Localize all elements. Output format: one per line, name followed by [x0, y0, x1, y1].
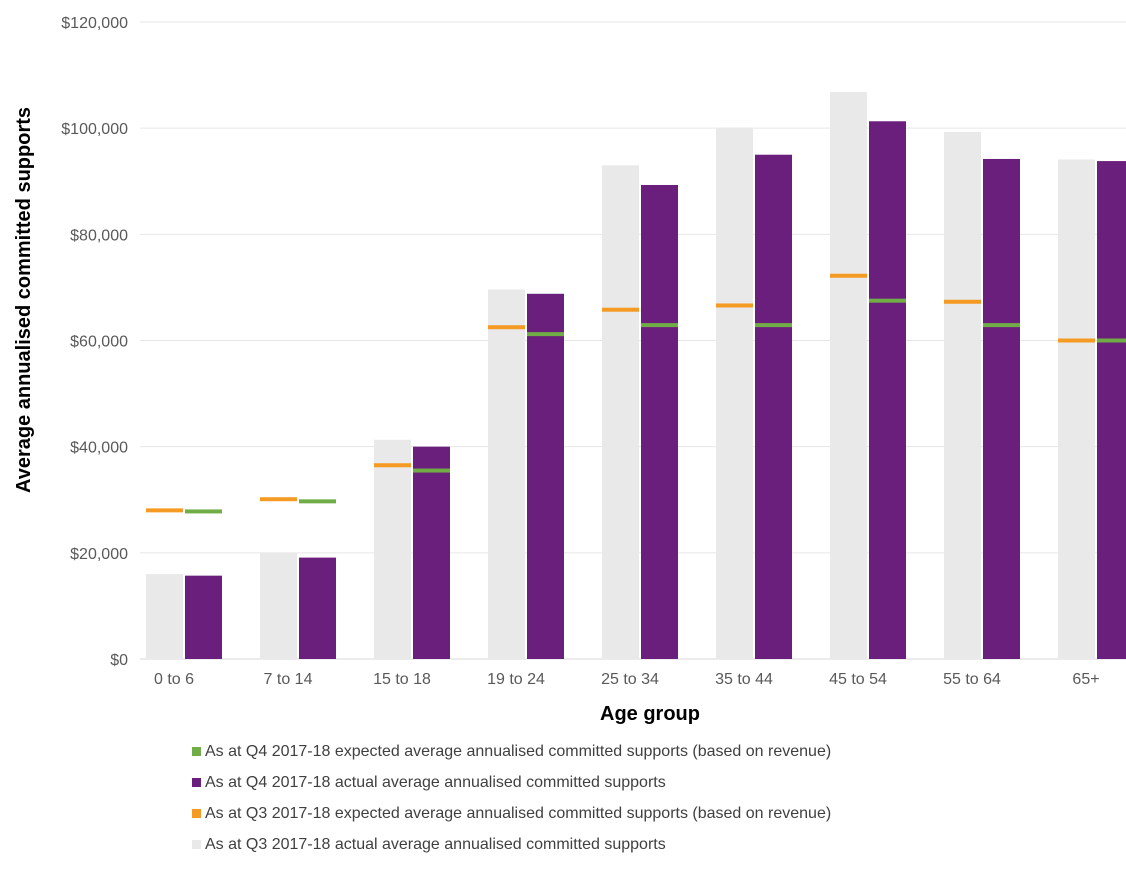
bar-q3-actual: [146, 574, 183, 659]
y-tick-label: $80,000: [70, 227, 128, 244]
marker-q4-expected: [413, 468, 450, 473]
legend-swatch-q4-expected: [192, 747, 201, 756]
expected-markers: [146, 273, 1126, 514]
legend-item-q4-expected: As at Q4 2017-18 expected average annual…: [192, 736, 1092, 767]
marker-q4-expected: [299, 499, 336, 504]
marker-q3-expected: [716, 303, 753, 308]
x-axis-ticks: 0 to 6 7 to 14 15 to 18 19 to 24 25 to 34 35 …: [154, 671, 1100, 688]
legend-item-q4-actual: As at Q4 2017-18 actual average annualis…: [192, 767, 1092, 798]
legend-swatch-q3-expected: [192, 809, 201, 818]
bar-q4-actual: [527, 293, 564, 659]
marker-q3-expected: [602, 307, 639, 312]
x-tick-label: 55 to 64: [943, 671, 1001, 688]
x-tick-label: 0 to 6: [154, 671, 194, 688]
bar-q4-actual: [185, 575, 222, 659]
legend-label-q3-expected: As at Q3 2017-18 expected average annual…: [205, 804, 832, 822]
bar-q3-actual: [830, 92, 867, 659]
legend: As at Q4 2017-18 expected average annual…: [192, 736, 1092, 860]
marker-q3-expected: [374, 463, 411, 468]
legend-label-q4-expected: As at Q4 2017-18 expected average annual…: [205, 742, 832, 760]
marker-q4-expected: [185, 509, 222, 514]
y-tick-label: $120,000: [61, 15, 128, 32]
y-tick-label: $60,000: [70, 334, 128, 351]
y-tick-label: $0: [110, 652, 128, 669]
x-tick-label: 25 to 34: [601, 671, 659, 688]
legend-swatch-q3-actual: [192, 840, 201, 849]
marker-q3-expected: [260, 497, 297, 502]
bar-q4-actual: [869, 121, 906, 660]
marker-q4-expected: [1097, 338, 1126, 343]
x-tick-label: 7 to 14: [264, 671, 313, 688]
y-axis-title: Average annualised committed supports: [13, 107, 35, 493]
bar-q4-actual: [641, 184, 678, 660]
y-tick-label: $100,000: [61, 121, 128, 138]
marker-q3-expected: [830, 273, 867, 278]
bar-q3-actual: [602, 165, 639, 659]
marker-q3-expected: [944, 299, 981, 304]
x-tick-label: 65+: [1072, 671, 1099, 688]
x-axis-title: Age group: [600, 703, 700, 725]
bar-q4-actual: [413, 446, 450, 659]
marker-q3-expected: [1058, 338, 1095, 343]
y-tick-label: $20,000: [70, 546, 128, 563]
bar-q3-actual: [1058, 159, 1095, 659]
marker-q4-expected: [869, 298, 906, 303]
bar-q3-actual: [374, 439, 411, 659]
legend-label-q3-actual: As at Q3 2017-18 actual average annualis…: [205, 835, 666, 853]
bar-q4-actual: [755, 154, 792, 660]
bars: [146, 92, 1126, 660]
marker-q3-expected: [146, 508, 183, 513]
x-tick-label: 15 to 18: [373, 671, 431, 688]
marker-q4-expected: [755, 323, 792, 328]
x-tick-label: 35 to 44: [715, 671, 773, 688]
x-tick-label: 45 to 54: [829, 671, 887, 688]
marker-q4-expected: [641, 323, 678, 328]
bar-q3-actual: [716, 127, 753, 659]
legend-label-q4-actual: As at Q4 2017-18 actual average annualis…: [205, 773, 666, 791]
bar-q3-actual: [260, 552, 297, 659]
bar-q4-actual: [299, 557, 336, 659]
bar-q3-actual: [944, 131, 981, 659]
y-axis-ticks: $0 $20,000 $40,000 $60,000 $80,000 $100,000 $1…: [61, 15, 128, 669]
marker-q3-expected: [488, 325, 525, 330]
bar-q4-actual: [983, 158, 1020, 659]
legend-item-q3-actual: As at Q3 2017-18 actual average annualis…: [192, 829, 1092, 860]
y-tick-label: $40,000: [70, 440, 128, 457]
bar-q4-actual: [1097, 161, 1126, 659]
legend-item-q3-expected: As at Q3 2017-18 expected average annual…: [192, 798, 1092, 829]
x-tick-label: 19 to 24: [487, 671, 545, 688]
bar-q3-actual: [488, 289, 525, 659]
legend-swatch-q4-actual: [192, 778, 201, 787]
marker-q4-expected: [527, 332, 564, 337]
marker-q4-expected: [983, 323, 1020, 328]
